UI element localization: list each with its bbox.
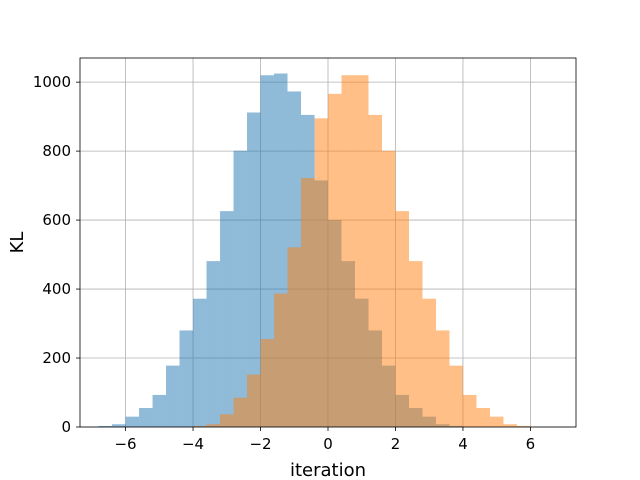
histogram-bar-series-2 — [206, 424, 221, 427]
histogram-bar-series-2 — [247, 374, 261, 427]
histogram-bar-series-2 — [193, 425, 207, 427]
histogram-bar-series-2 — [220, 414, 234, 427]
histogram-bar-series-2 — [260, 339, 275, 427]
histogram-bar-series-1 — [206, 261, 221, 427]
y-axis-label: KL — [7, 232, 28, 254]
histogram-bar-series-1 — [179, 330, 194, 427]
x-tick-label: −4 — [182, 435, 204, 453]
x-tick-label: −6 — [114, 435, 136, 453]
axis-ticks: −6 −4 −2 0 2 4 6 0 200 400 600 800 1000 — [33, 73, 535, 453]
histogram-bar-series-1 — [125, 416, 140, 427]
x-tick-label: −2 — [249, 435, 271, 453]
histogram-bar-series-2 — [449, 365, 463, 427]
histogram-bar-series-2 — [368, 114, 382, 428]
histogram-bar-series-2 — [408, 261, 423, 427]
y-tick-label: 0 — [61, 418, 71, 436]
histogram-bar-series-1 — [220, 211, 234, 427]
histogram-bar-series-2 — [233, 397, 248, 427]
x-tick-label: 2 — [391, 435, 401, 453]
x-axis-label: iteration — [290, 460, 366, 480]
histogram-bar-series-2 — [489, 416, 504, 427]
histogram-bar-series-1 — [233, 150, 248, 428]
histogram-bar-series-2 — [328, 93, 342, 427]
histogram-bar-series-2 — [462, 394, 477, 427]
histogram-bar-series-2 — [354, 75, 369, 428]
histogram-bar-series-2 — [435, 330, 450, 427]
histogram-bar-series-2 — [503, 424, 517, 427]
histogram-bar-series-2 — [314, 118, 328, 427]
histogram-bars — [98, 73, 531, 428]
histogram-bar-series-2 — [341, 75, 355, 428]
y-tick-label: 800 — [42, 142, 71, 160]
histogram-bar-series-1 — [98, 425, 113, 427]
histogram-bar-series-2 — [381, 150, 396, 428]
histogram-bar-series-2 — [301, 178, 315, 427]
histogram-bar-series-1 — [139, 408, 153, 427]
histogram-bar-series-2 — [422, 298, 436, 427]
histogram-bar-series-1 — [152, 394, 167, 427]
y-tick-label: 600 — [42, 211, 71, 229]
histogram-bar-series-2 — [395, 211, 409, 427]
histogram-bar-series-2 — [287, 247, 302, 427]
x-tick-label: 6 — [526, 435, 536, 453]
histogram-bar-series-2 — [274, 293, 288, 427]
histogram-bar-series-1 — [247, 112, 261, 427]
x-tick-label: 0 — [323, 435, 333, 453]
histogram-bar-series-2 — [516, 425, 531, 427]
histogram-bar-series-1 — [112, 424, 126, 427]
y-tick-label: 200 — [42, 349, 71, 367]
x-tick-label: 4 — [458, 435, 468, 453]
histogram-bar-series-2 — [476, 408, 490, 427]
y-tick-label: 400 — [42, 280, 71, 298]
histogram-bar-series-1 — [166, 365, 180, 427]
histogram-bar-series-1 — [193, 298, 207, 427]
y-tick-label: 1000 — [33, 73, 71, 91]
